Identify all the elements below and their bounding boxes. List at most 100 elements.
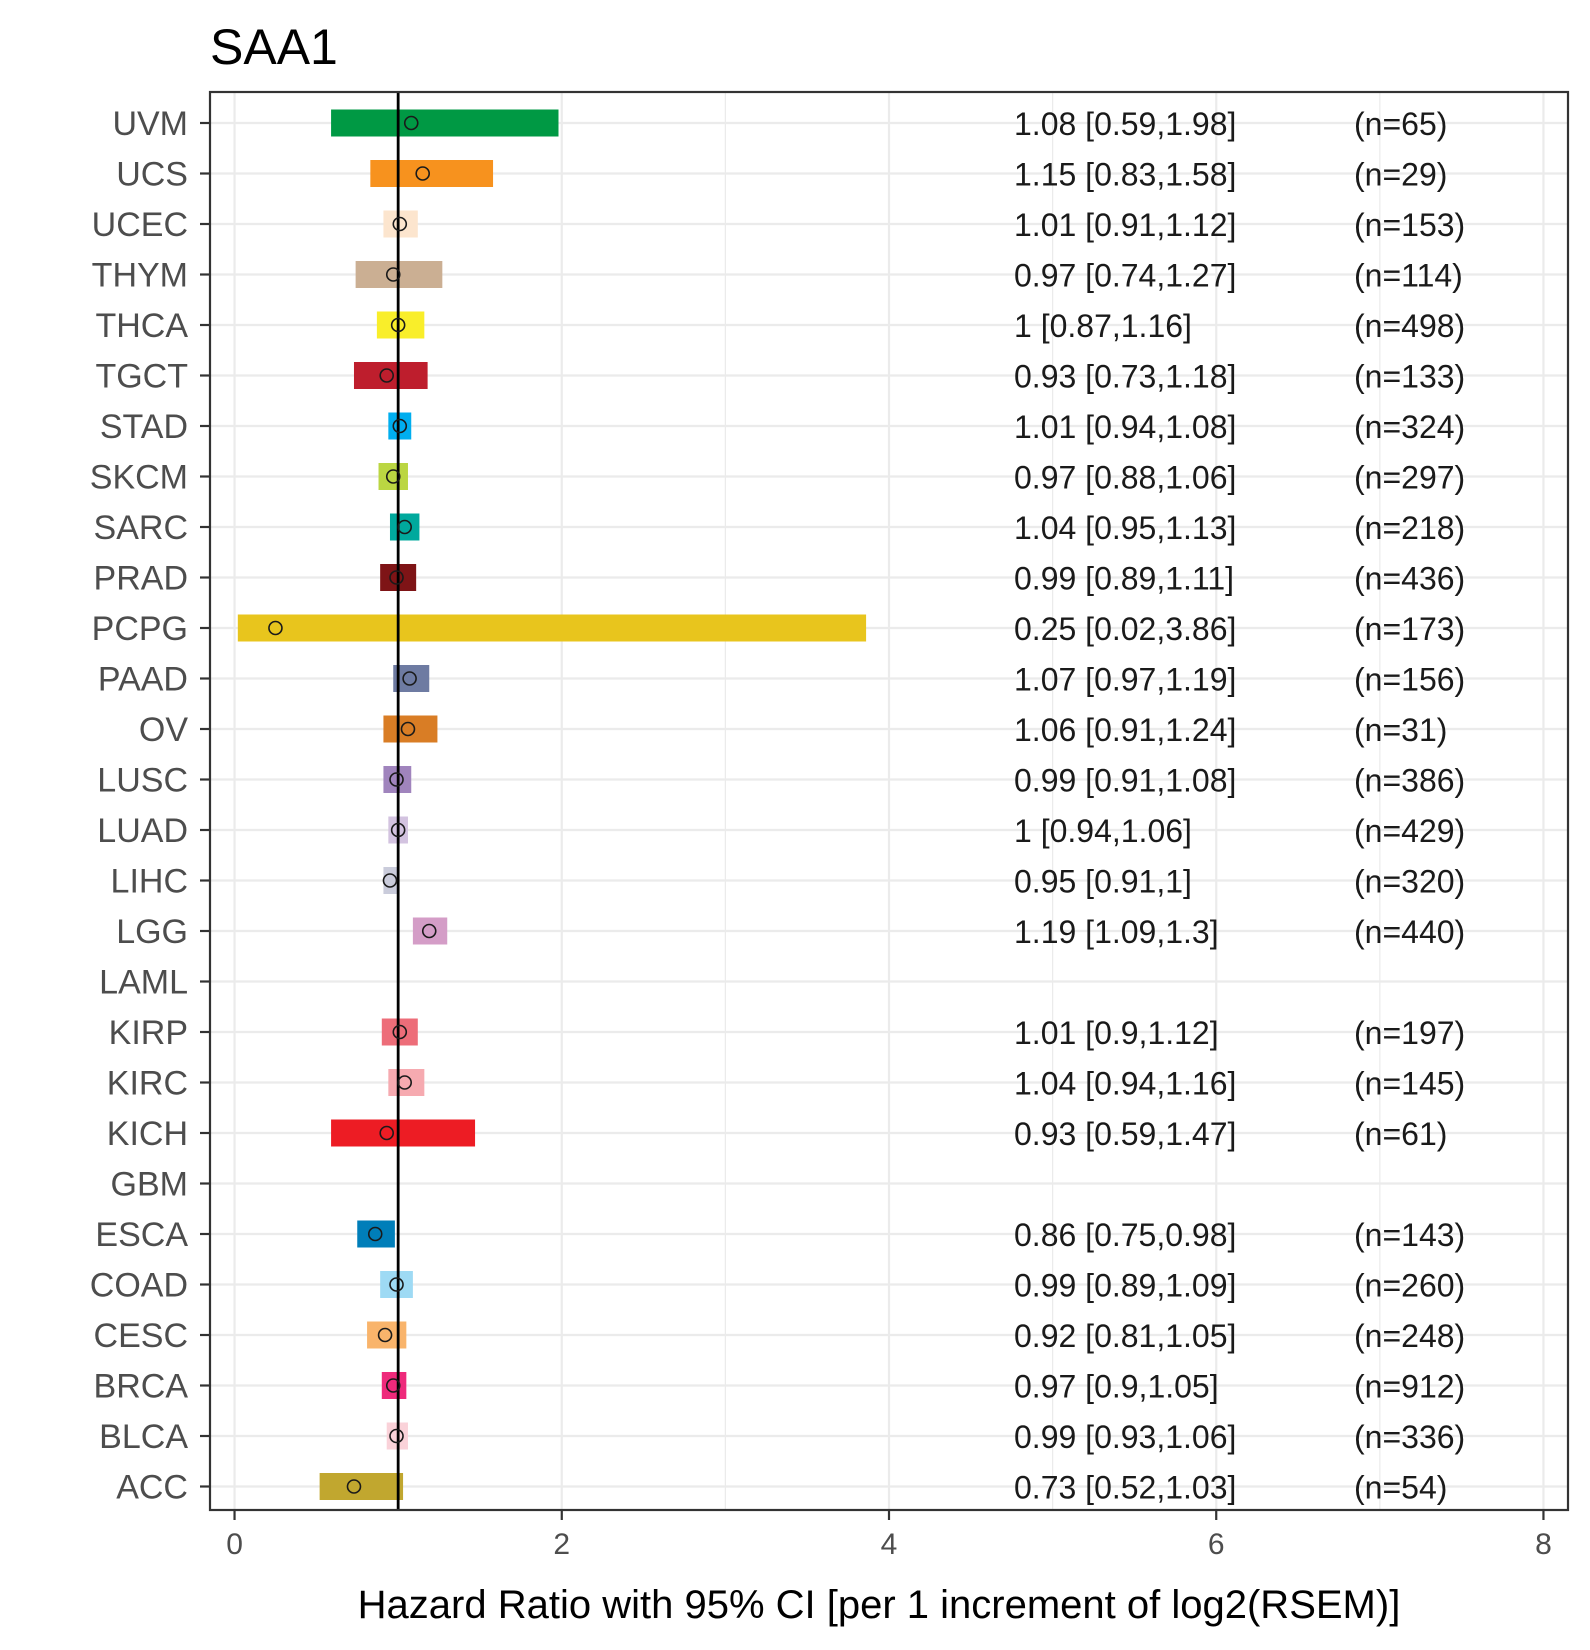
cancer-label-blca: BLCA: [99, 1418, 188, 1456]
hr-point-lgg: [421, 923, 437, 939]
ci-bar-thca: [376, 311, 425, 339]
sample-size-text-kirc: (n=145): [1354, 1066, 1465, 1102]
ci-bar-sarc: [389, 513, 420, 541]
hr-ci-text-coad: 0.99 [0.89,1.09]: [1014, 1268, 1236, 1304]
hr-point-lusc: [389, 772, 404, 787]
hr-point-coad: [389, 1277, 404, 1292]
hr-point-pcpg: [268, 620, 283, 636]
sample-size-text-ucec: (n=153): [1354, 207, 1465, 243]
sample-size-text-cesc: (n=248): [1354, 1318, 1465, 1354]
ci-bar-kich: [331, 1119, 476, 1147]
cancer-label-ucec: UCEC: [92, 206, 188, 244]
x-axis-title: Hazard Ratio with 95% CI [per 1 incremen…: [358, 1583, 1401, 1627]
hr-ci-text-kich: 0.93 [0.59,1.47]: [1014, 1116, 1236, 1152]
hr-point-acc: [346, 1479, 362, 1494]
cancer-label-thym: THYM: [92, 257, 188, 295]
sample-size-text-brca: (n=912): [1354, 1369, 1465, 1405]
ci-bar-brca: [381, 1372, 407, 1399]
cancer-label-kirp: KIRP: [109, 1014, 188, 1052]
sample-size-text-kich: (n=61): [1354, 1116, 1447, 1152]
sample-size-text-acc: (n=54): [1354, 1470, 1447, 1506]
hr-ci-text-lihc: 0.95 [0.91,1]: [1014, 864, 1192, 900]
hr-ci-text-paad: 1.07 [0.97,1.19]: [1014, 662, 1236, 698]
hr-ci-text-luad: 1 [0.94,1.06]: [1014, 813, 1192, 849]
ci-bar-skcm: [378, 463, 408, 490]
sample-size-text-uvm: (n=65): [1354, 106, 1447, 142]
hr-ci-text-tgct: 0.93 [0.73,1.18]: [1014, 359, 1236, 395]
ci-bar-pcpg: [237, 614, 867, 642]
sample-size-text-lusc: (n=386): [1354, 763, 1465, 799]
hr-point-luad: [390, 822, 406, 838]
hr-ci-text-pcpg: 0.25 [0.02,3.86]: [1014, 611, 1236, 647]
hr-ci-text-ucs: 1.15 [0.83,1.58]: [1014, 157, 1236, 193]
ci-bar-cesc: [367, 1321, 407, 1349]
hr-points-layer: [268, 115, 437, 1494]
cancer-label-thca: THCA: [95, 307, 188, 345]
cancer-label-tgct: TGCT: [95, 358, 188, 396]
cancer-label-prad: PRAD: [94, 560, 188, 598]
cancer-label-luad: LUAD: [97, 812, 188, 850]
cancer-label-gbm: GBM: [111, 1166, 188, 1204]
sample-size-text-thym: (n=114): [1354, 258, 1463, 294]
cancer-label-esca: ESCA: [95, 1216, 188, 1254]
hr-ci-text-lusc: 0.99 [0.91,1.08]: [1014, 763, 1236, 799]
hr-ci-text-esca: 0.86 [0.75,0.98]: [1014, 1217, 1236, 1253]
hr-point-ucs: [415, 166, 430, 181]
ci-bar-lgg: [412, 917, 448, 945]
cancer-label-cesc: CESC: [94, 1317, 188, 1355]
sample-size-text-thca: (n=498): [1354, 308, 1465, 344]
hr-ci-text-thym: 0.97 [0.74,1.27]: [1014, 258, 1236, 294]
ci-bar-ov: [383, 715, 438, 743]
hr-point-uvm: [403, 115, 419, 131]
sample-size-text-pcpg: (n=173): [1354, 611, 1465, 647]
hr-point-prad: [389, 570, 404, 585]
sample-size-text-luad: (n=429): [1354, 813, 1465, 849]
hr-point-kirc: [397, 1075, 413, 1090]
sample-size-text-ucs: (n=29): [1354, 157, 1447, 193]
sample-size-text-sarc: (n=218): [1354, 510, 1465, 546]
hr-ci-text-brca: 0.97 [0.9,1.05]: [1014, 1369, 1219, 1405]
ci-bar-ucs: [370, 160, 494, 187]
x-tick-label: 8: [1535, 1528, 1552, 1561]
hr-point-paad: [402, 671, 417, 686]
hr-ci-text-cesc: 0.92 [0.81,1.05]: [1014, 1318, 1236, 1354]
hr-ci-text-kirp: 1.01 [0.9,1.12]: [1014, 1015, 1219, 1051]
cancer-label-paad: PAAD: [98, 661, 188, 699]
cancer-labels-layer: UVM UCS UCEC THYM THCA TGCT STAD SKCM SARC PRAD PC…: [90, 105, 210, 1507]
cancer-label-laml: LAML: [99, 964, 188, 1002]
hr-point-lihc: [382, 873, 398, 888]
hr-ci-text-uvm: 1.08 [0.59,1.98]: [1014, 106, 1236, 142]
ci-bar-uvm: [331, 109, 559, 137]
cancer-label-ucs: UCS: [116, 156, 188, 194]
hr-ci-text-ucec: 1.01 [0.91,1.12]: [1014, 207, 1236, 243]
hr-point-kirp: [392, 1024, 408, 1040]
hr-ci-text-sarc: 1.04 [0.95,1.13]: [1014, 510, 1236, 546]
ci-bar-ucec: [383, 210, 418, 238]
grid-layer: [210, 92, 1568, 1510]
cancer-label-kirc: KIRC: [107, 1065, 188, 1103]
hr-point-ucec: [392, 216, 408, 232]
hr-ci-text-thca: 1 [0.87,1.16]: [1014, 308, 1192, 344]
hr-ci-text-ov: 1.06 [0.91,1.24]: [1014, 712, 1236, 748]
x-tick-label: 0: [226, 1528, 243, 1561]
sample-size-text-kirp: (n=197): [1354, 1015, 1465, 1051]
hr-point-blca: [389, 1428, 404, 1444]
cancer-label-stad: STAD: [100, 408, 188, 446]
hr-point-thym: [385, 267, 401, 282]
cancer-label-skcm: SKCM: [90, 459, 188, 497]
hr-point-stad: [392, 418, 408, 434]
sample-size-text-esca: (n=143): [1354, 1217, 1465, 1253]
cancer-label-lgg: LGG: [116, 913, 188, 951]
hr-ci-text-acc: 0.73 [0.52,1.03]: [1014, 1470, 1236, 1506]
cancer-label-ov: OV: [139, 711, 188, 749]
sample-size-text-coad: (n=260): [1354, 1268, 1465, 1304]
hr-text-layer: 1.08 [0.59,1.98] (n=65) 1.15 [0.83,1.58] (n…: [1014, 106, 1465, 1506]
cancer-label-lihc: LIHC: [111, 863, 188, 901]
sample-size-text-lihc: (n=320): [1354, 864, 1465, 900]
hr-point-cesc: [377, 1327, 393, 1343]
sample-size-text-blca: (n=336): [1354, 1419, 1465, 1455]
ci-bar-kirc: [388, 1069, 425, 1096]
hr-ci-text-skcm: 0.97 [0.88,1.06]: [1014, 460, 1236, 496]
hr-ci-text-blca: 0.99 [0.93,1.06]: [1014, 1419, 1236, 1455]
hr-point-sarc: [397, 519, 413, 535]
